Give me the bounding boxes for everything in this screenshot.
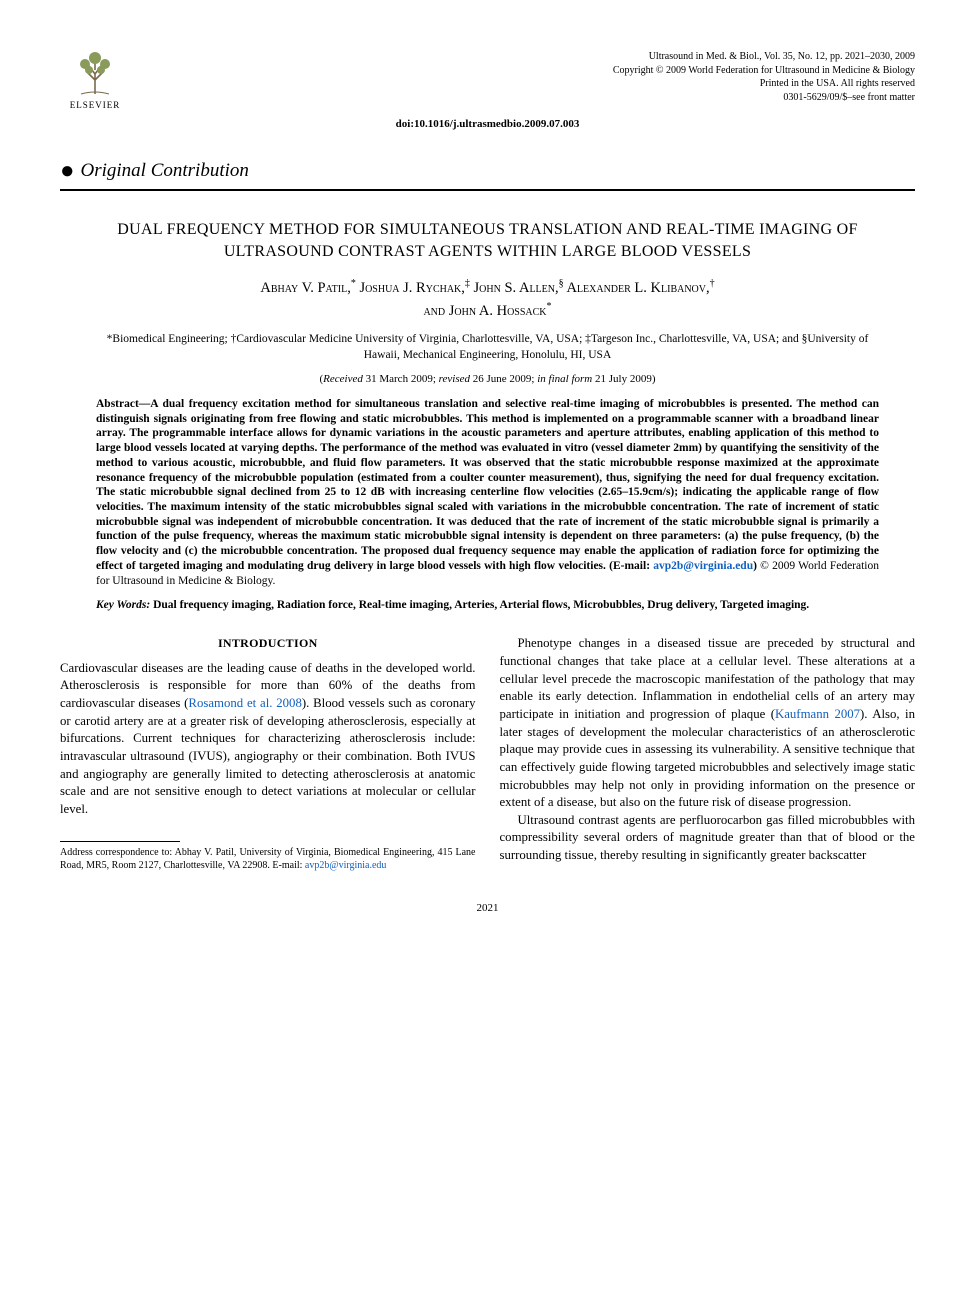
publisher-logo: ELSEVIER [60,50,130,110]
contribution-type: ● Original Contribution [60,158,915,185]
correspondence-footnote: Address correspondence to: Abhay V. Pati… [60,846,476,872]
corresponding-email-link[interactable]: avp2b@virginia.edu [653,560,753,572]
column-left: INTRODUCTION Cardiovascular diseases are… [60,635,476,871]
body-columns: INTRODUCTION Cardiovascular diseases are… [60,635,915,871]
divider [60,189,915,191]
body-paragraph: Ultrasound contrast agents are perfluoro… [500,812,916,865]
author: Abhay V. Patil [260,280,347,296]
journal-meta-line: Copyright © 2009 World Federation for Ul… [613,64,915,78]
keywords: Key Words: Dual frequency imaging, Radia… [96,598,879,613]
article-dates: (Received 31 March 2009; revised 26 June… [60,373,915,385]
bullet-icon: ● [60,158,75,184]
contribution-type-label: Original Contribution [81,160,249,181]
elsevier-tree-icon [71,50,119,98]
keywords-label: Key Words: [96,599,153,611]
abstract: Abstract—A dual frequency excitation met… [96,397,879,588]
abstract-email-prefix: (E-mail: [609,560,653,572]
footnote-divider [60,841,180,842]
authors: Abhay V. Patil,* Joshua J. Rychak,‡ John… [100,276,875,323]
section-heading-introduction: INTRODUCTION [60,635,476,652]
publisher-logo-label: ELSEVIER [70,100,121,110]
page-number: 2021 [60,902,915,914]
doi: doi:10.1016/j.ultrasmedbio.2009.07.003 [60,118,915,130]
citation-link[interactable]: Rosamond et al. 2008 [188,696,301,710]
footnote-text: Address correspondence to: Abhay V. Pati… [60,847,476,871]
body-paragraph: Phenotype changes in a diseased tissue a… [500,635,916,812]
journal-meta-line: Ultrasound in Med. & Biol., Vol. 35, No.… [613,50,915,64]
affiliations: *Biomedical Engineering; †Cardiovascular… [90,331,885,363]
footnote-email-link[interactable]: avp2b@virginia.edu [305,860,387,871]
journal-meta-line: Printed in the USA. All rights reserved [613,77,915,91]
abstract-body: A dual frequency excitation method for s… [96,398,879,572]
citation-link[interactable]: Kaufmann 2007 [775,707,860,721]
author: Alexander L. Klibanov [566,280,706,296]
article-title: DUAL FREQUENCY METHOD FOR SIMULTANEOUS T… [100,219,875,262]
journal-meta: Ultrasound in Med. & Biol., Vol. 35, No.… [613,50,915,104]
author: Joshua J. Rychak [359,280,461,296]
author: John A. Hossack [449,303,547,319]
journal-meta-line: 0301-5629/09/$–see front matter [613,91,915,105]
keywords-text: Dual frequency imaging, Radiation force,… [153,599,809,611]
author: John S. Allen [474,280,555,296]
abstract-label: Abstract— [96,398,150,410]
page-header: ELSEVIER Ultrasound in Med. & Biol., Vol… [60,50,915,110]
body-paragraph: Cardiovascular diseases are the leading … [60,660,476,819]
column-right: Phenotype changes in a diseased tissue a… [500,635,916,871]
